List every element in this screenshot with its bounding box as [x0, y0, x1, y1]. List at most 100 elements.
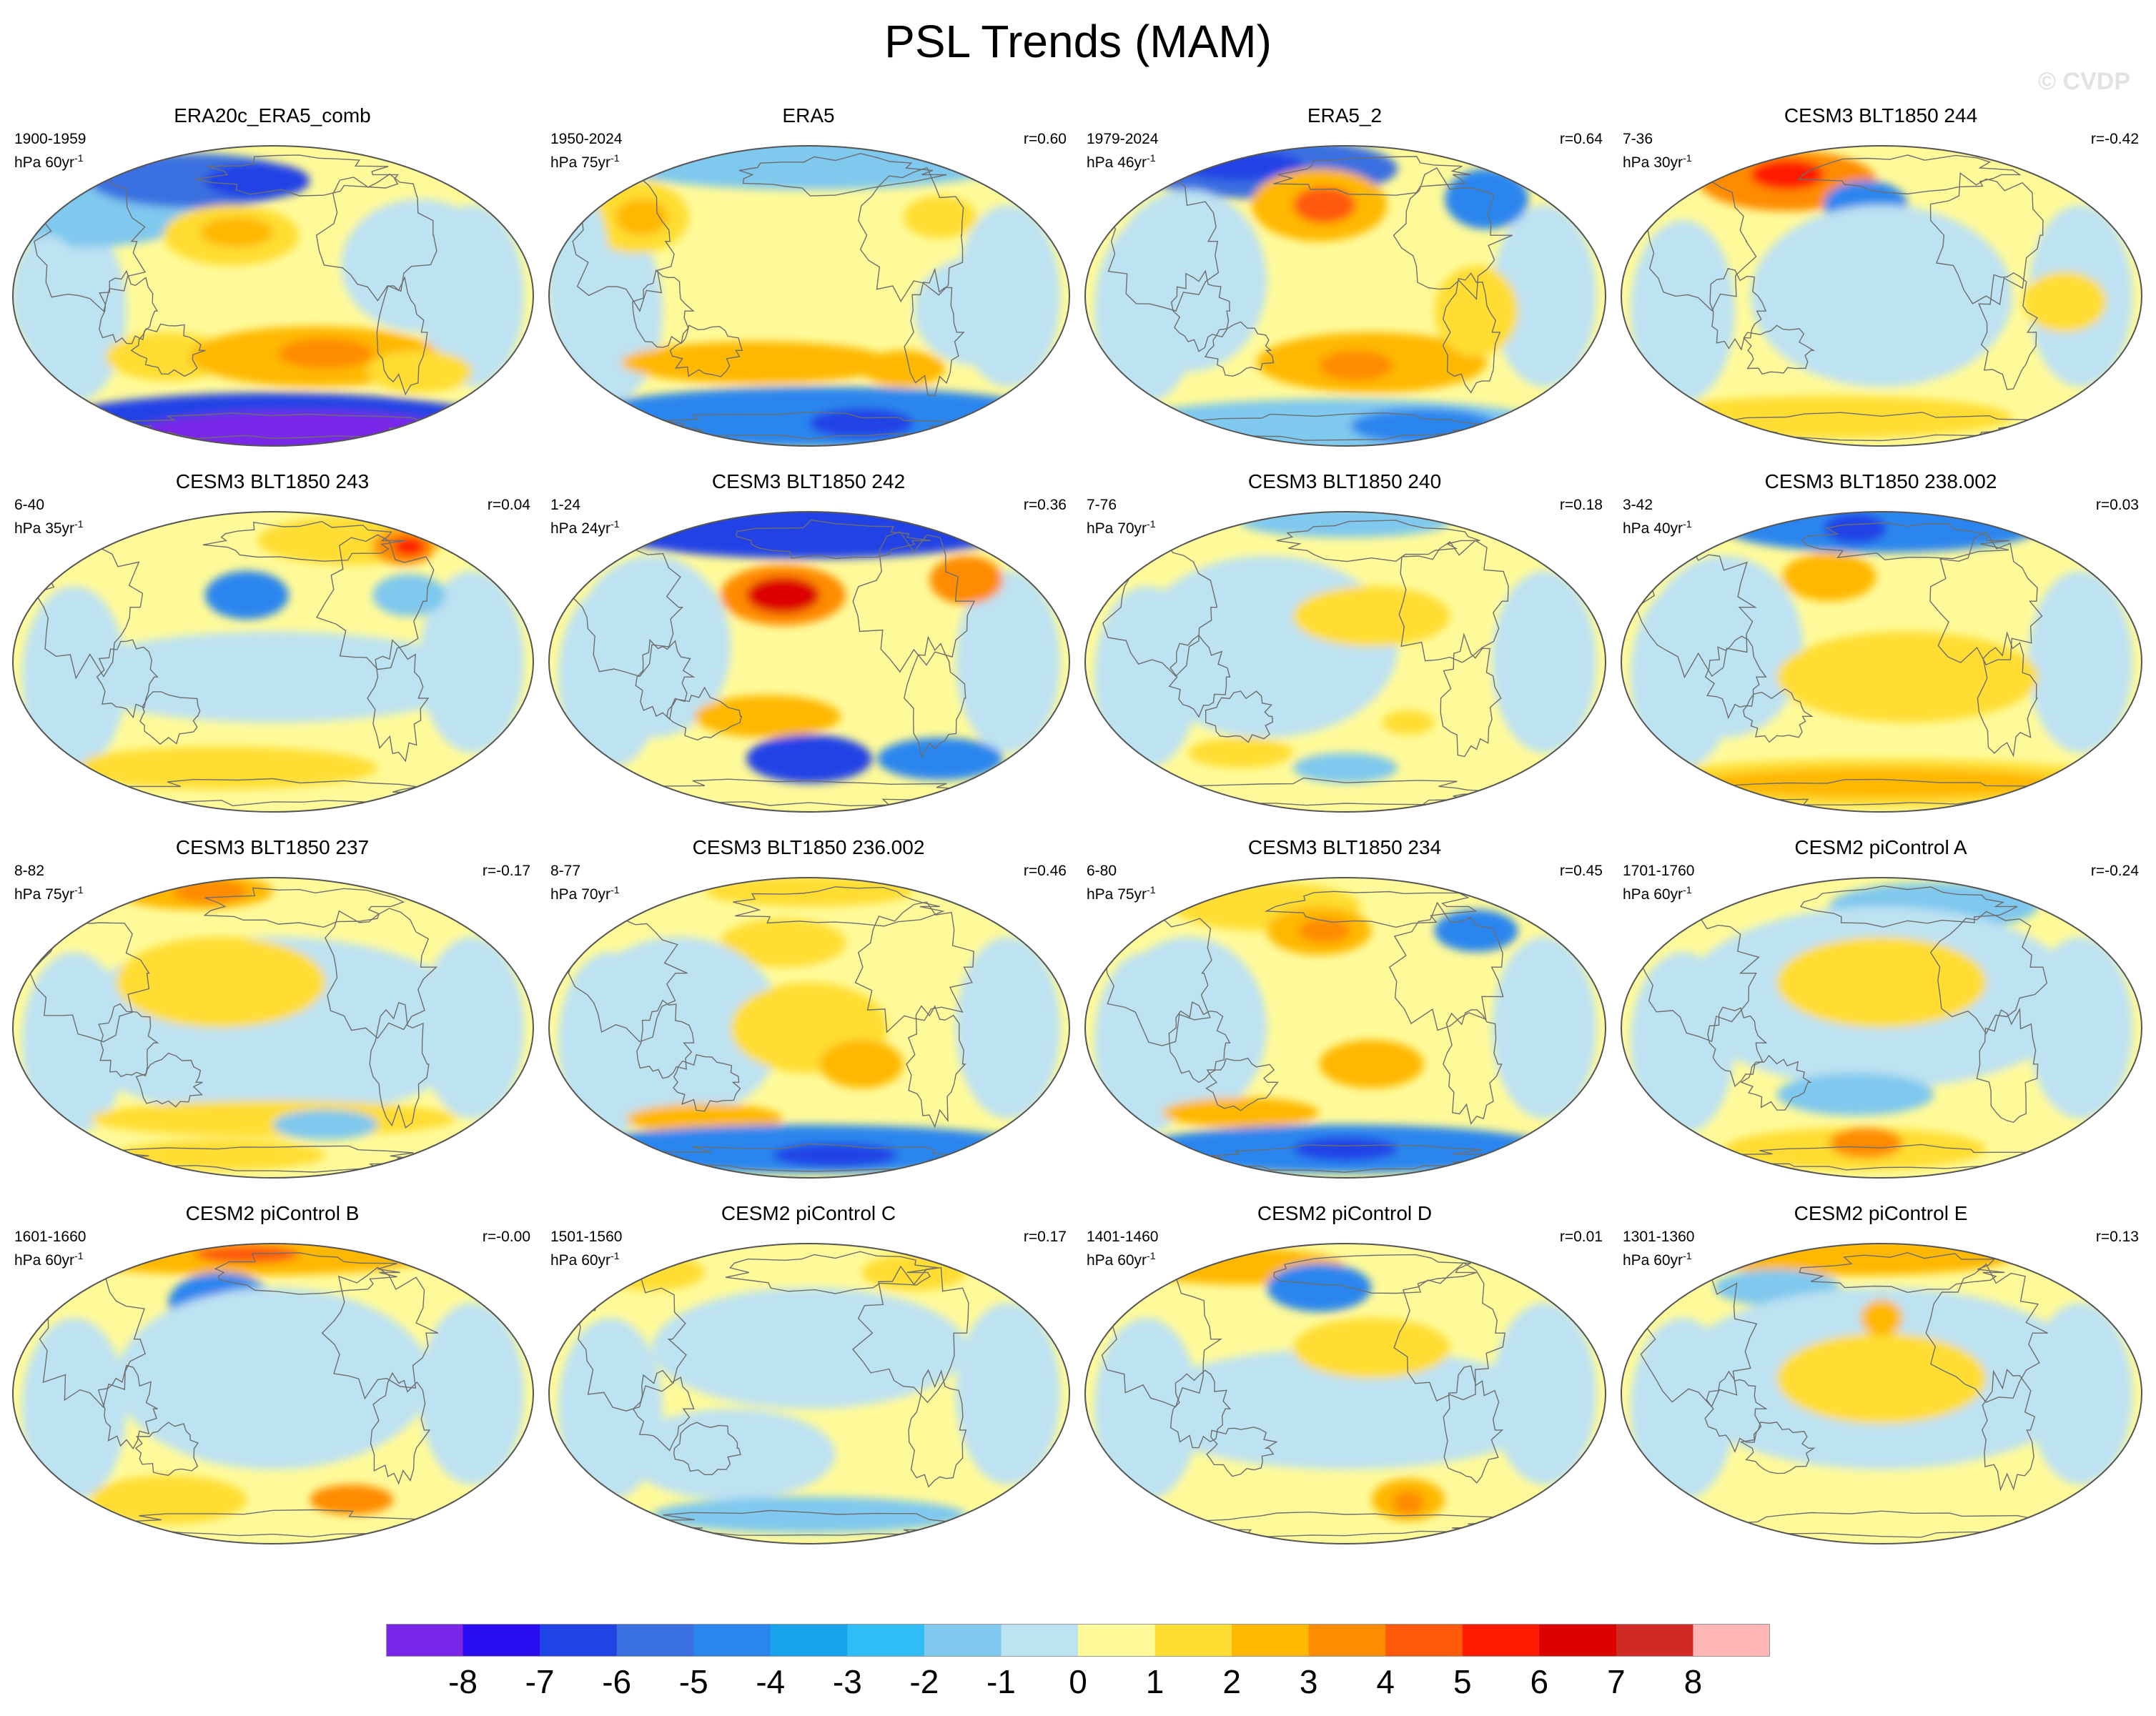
trend-contour — [1698, 768, 2065, 798]
panel-units: hPa 60yr-1 — [14, 1246, 84, 1270]
colorbar-tick-label: 7 — [1607, 1663, 1626, 1700]
map-globe — [12, 1243, 534, 1544]
trend-contour — [116, 936, 326, 1028]
map-globe — [1621, 1243, 2142, 1544]
trend-contour — [620, 341, 894, 384]
panel-units-exponent: -1 — [1683, 518, 1692, 530]
colorbar-swatch — [1154, 1624, 1232, 1657]
trend-contour — [1824, 513, 1887, 544]
trend-contour — [549, 189, 610, 372]
panel-units-exponent: -1 — [610, 518, 620, 530]
panel-units-text: hPa 60yr — [1087, 1252, 1147, 1269]
colorbar-tick-label: -6 — [602, 1663, 632, 1700]
panel-period: 6-40 — [14, 497, 45, 513]
panel-title: CESM2 piControl E — [1794, 1202, 1968, 1224]
map-panel: CESM3 BLT1850 242 1-24 hPa 24yr-1 r=0.36 — [540, 469, 1077, 826]
trend-contour — [693, 695, 841, 738]
trend-contour — [914, 256, 1040, 366]
trend-contour — [652, 1497, 966, 1534]
panel-units-text: hPa 60yr — [14, 154, 75, 171]
panel-units-exponent: -1 — [610, 152, 620, 164]
colorbar-swatch — [1232, 1624, 1310, 1657]
map-panel: CESM3 BLT1850 236.002 8-77 hPa 70yr-1 r=0.4… — [540, 835, 1077, 1192]
trend-contour — [89, 1100, 457, 1137]
panel-units-exponent: -1 — [610, 884, 620, 896]
map-panel: CESM2 piControl D 1401-1460 hPa 60yr-1 r=0.… — [1077, 1201, 1613, 1558]
trend-contour — [772, 1143, 899, 1168]
panel-period: 1900-1959 — [14, 131, 86, 147]
trend-contour — [746, 734, 872, 783]
map-globe — [1084, 1243, 1606, 1544]
panel-title: CESM3 BLT1850 237 — [175, 836, 370, 858]
trend-contour — [1267, 1263, 1372, 1312]
trend-contour — [1298, 918, 1351, 943]
trend-contour — [746, 577, 820, 614]
trend-contour — [1434, 909, 1518, 952]
panel-period: 3-42 — [1623, 497, 1653, 513]
map-globe — [12, 145, 534, 447]
panel-units-exponent: -1 — [1147, 152, 1156, 164]
panel-units: hPa 60yr-1 — [1623, 1246, 1692, 1270]
panel-units-text: hPa 60yr — [1623, 1252, 1683, 1269]
panel-correlation: r=0.13 — [2095, 1229, 2139, 1245]
panel-units-exponent: -1 — [1683, 152, 1692, 164]
trend-contour — [1646, 555, 1804, 738]
colorbar-labels: -8 -7 -6 -5 -4 -3 -2 -1 0 1 2 3 4 5 6 7 8 — [0, 1662, 2156, 1705]
colorbar-tick-label: 6 — [1530, 1663, 1549, 1700]
trend-contour — [310, 1484, 394, 1515]
panel-correlation: r=0.60 — [1023, 131, 1067, 147]
map-panel: CESM3 BLT1850 237 8-82 hPa 75yr-1 r=-0.17 — [4, 835, 540, 1192]
panel-period: 1-24 — [550, 497, 581, 513]
colorbar-tick-label: 1 — [1145, 1663, 1164, 1700]
panel-period: 1950-2024 — [550, 131, 623, 147]
colorbar-swatch — [924, 1624, 1002, 1657]
panel-correlation: r=0.46 — [1023, 863, 1067, 879]
map-globe — [548, 877, 1070, 1179]
map-panel: CESM3 BLT1850 238.002 3-42 hPa 40yr-1 r=0.0… — [1613, 469, 2149, 826]
panel-units-exponent: -1 — [610, 1250, 620, 1261]
trend-contour — [116, 1139, 326, 1171]
panel-period: 1301-1360 — [1623, 1229, 1695, 1245]
panel-correlation: r=0.04 — [487, 497, 530, 513]
panel-title: CESM2 piControl D — [1257, 1202, 1433, 1224]
panel-title: CESM3 BLT1850 244 — [1784, 104, 1978, 127]
panel-units-exponent: -1 — [1683, 1250, 1692, 1261]
panel-title: CESM3 BLT1850 242 — [711, 470, 906, 492]
trend-contour — [573, 555, 731, 738]
trend-contour — [1776, 631, 2039, 723]
trend-contour — [1136, 1348, 1555, 1469]
trend-contour — [278, 338, 373, 369]
colorbar-tick-label: -7 — [525, 1663, 555, 1700]
trend-contour — [1776, 936, 1987, 1028]
panel-period: 8-77 — [550, 863, 581, 879]
map-panel: CESM3 BLT1850 244 7-36 hPa 30yr-1 r=-0.42 — [1613, 103, 2149, 460]
trend-contour — [1292, 753, 1398, 783]
map-globe — [548, 145, 1070, 447]
panel-units-text: hPa 75yr — [550, 154, 611, 171]
trend-contour — [1860, 1299, 1903, 1336]
trend-contour — [903, 196, 977, 239]
map-panel: CESM3 BLT1850 243 6-40 hPa 35yr-1 r=0.04 — [4, 469, 540, 826]
trend-contour — [1392, 1490, 1424, 1515]
trend-contour — [194, 1245, 300, 1264]
panel-units: hPa 70yr-1 — [1087, 515, 1156, 538]
colorbar-tick-label: 2 — [1222, 1663, 1241, 1700]
trend-contour — [2022, 272, 2107, 332]
map-panel: ERA5 1950-2024 hPa 75yr-1 r=0.60 — [540, 103, 1077, 460]
panel-units-text: hPa 60yr — [550, 1252, 611, 1269]
panel-correlation: r=0.03 — [2095, 497, 2139, 513]
colorbar-tick-label: -2 — [909, 1663, 939, 1700]
colorbar-tick-label: -4 — [756, 1663, 786, 1700]
panel-units-text: hPa 75yr — [14, 886, 75, 903]
trend-contour — [704, 878, 914, 907]
panel-correlation: r=-0.42 — [2090, 131, 2139, 147]
trend-contour — [1434, 265, 1518, 357]
colorbar-tick-label: 8 — [1683, 1663, 1703, 1700]
map-globe — [548, 511, 1070, 813]
panel-units-exponent: -1 — [1683, 884, 1692, 896]
panel-correlation: r=0.17 — [1023, 1229, 1067, 1245]
trend-contour — [89, 1475, 247, 1524]
panel-units-text: hPa 75yr — [1087, 886, 1147, 903]
map-panel: ERA20c_ERA5_comb 1900-1959 hPa 60yr-1 — [4, 103, 540, 460]
panel-units-exponent: -1 — [1147, 884, 1156, 896]
